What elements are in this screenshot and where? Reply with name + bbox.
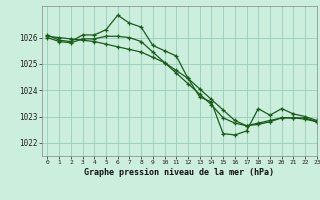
X-axis label: Graphe pression niveau de la mer (hPa): Graphe pression niveau de la mer (hPa): [84, 168, 274, 177]
